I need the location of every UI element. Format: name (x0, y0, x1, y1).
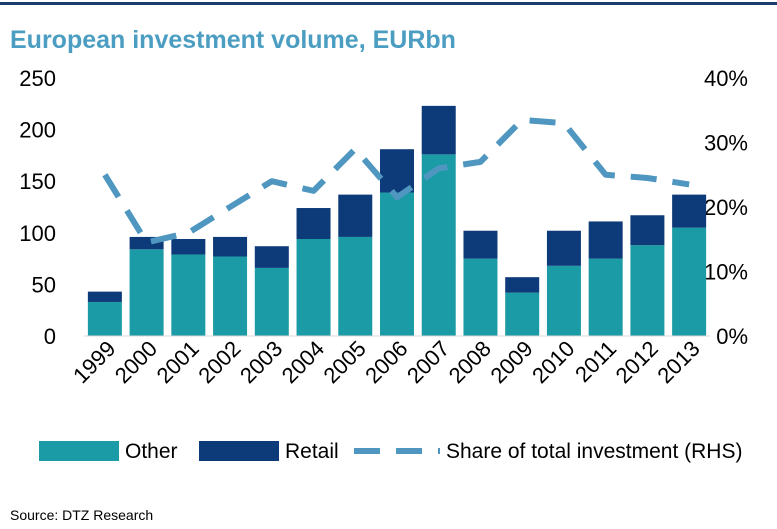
bar-other (380, 192, 414, 336)
bar-other (505, 292, 540, 336)
x-axis-ticks: 1999200020012002200320042005200620072008… (68, 336, 705, 388)
share-line-path (102, 116, 690, 246)
bar-other (171, 254, 206, 336)
share-line (102, 116, 690, 246)
bar-retail (672, 194, 707, 228)
bar-retail (463, 230, 498, 259)
legend-swatch-other (39, 441, 119, 461)
x-tick-label: 2013 (652, 336, 704, 388)
bar-other (87, 301, 122, 336)
x-tick-label: 2000 (110, 336, 162, 388)
x-tick-label: 2001 (152, 336, 204, 388)
bar-retail (171, 238, 206, 255)
bar-other (630, 245, 665, 336)
bar-other (129, 249, 164, 336)
right-tick-label: 20% (704, 195, 748, 220)
bar-other (213, 256, 248, 336)
bar-retail (421, 105, 456, 155)
legend: Other Retail Share of total investment (… (39, 440, 742, 463)
bar-other (254, 267, 289, 336)
right-tick-label: 0% (716, 324, 748, 349)
bar-retail (380, 149, 414, 193)
bar-retail (296, 208, 331, 239)
x-tick-label: 2009 (485, 336, 537, 388)
bar-other (588, 258, 623, 336)
x-tick-label: 2010 (527, 336, 579, 388)
legend-label-retail: Retail (285, 440, 339, 463)
right-tick-label: 30% (704, 131, 748, 156)
bars (87, 105, 707, 336)
bar-retail (546, 230, 581, 266)
bar-other (672, 227, 707, 336)
bar-other (421, 154, 456, 336)
legend-swatch-retail (199, 441, 279, 461)
left-tick-label: 200 (19, 118, 56, 143)
bar-retail (505, 277, 540, 293)
left-tick-label: 250 (19, 66, 56, 91)
bar-other (546, 265, 581, 336)
left-tick-label: 100 (19, 221, 56, 246)
chart-title: European investment volume, EURbn (10, 26, 456, 54)
right-axis-ticks: 0% 10% 20% 30% 40% (704, 66, 748, 349)
bar-retail (87, 291, 122, 302)
left-axis-ticks: 0 50 100 150 200 250 (19, 66, 56, 349)
left-tick-label: 150 (19, 169, 56, 194)
bar-retail (213, 236, 248, 257)
left-tick-label: 50 (32, 272, 56, 297)
bar-other (338, 236, 373, 336)
bar-retail (588, 221, 623, 259)
source-note: Source: DTZ Research (10, 507, 154, 523)
right-tick-label: 10% (704, 260, 748, 285)
x-tick-label: 2003 (235, 336, 287, 388)
bar-retail (254, 246, 289, 268)
x-tick-label: 2005 (319, 336, 371, 388)
x-tick-label: 1999 (68, 336, 120, 388)
x-tick-label: 2006 (360, 336, 412, 388)
x-tick-label: 2011 (570, 336, 621, 387)
bar-other (463, 258, 498, 336)
bar-other (296, 238, 331, 336)
bar-retail (630, 215, 665, 246)
x-tick-label: 2012 (611, 336, 663, 388)
top-rule (0, 2, 777, 5)
bar-retail (338, 194, 373, 237)
x-tick-label: 2008 (444, 336, 496, 388)
x-tick-label: 2007 (402, 336, 454, 388)
right-tick-label: 40% (704, 66, 748, 91)
x-tick-label: 2002 (193, 336, 245, 388)
legend-label-other: Other (125, 440, 178, 463)
left-tick-label: 0 (44, 324, 56, 349)
legend-label-share: Share of total investment (RHS) (446, 440, 742, 463)
x-tick-label: 2004 (277, 336, 329, 388)
